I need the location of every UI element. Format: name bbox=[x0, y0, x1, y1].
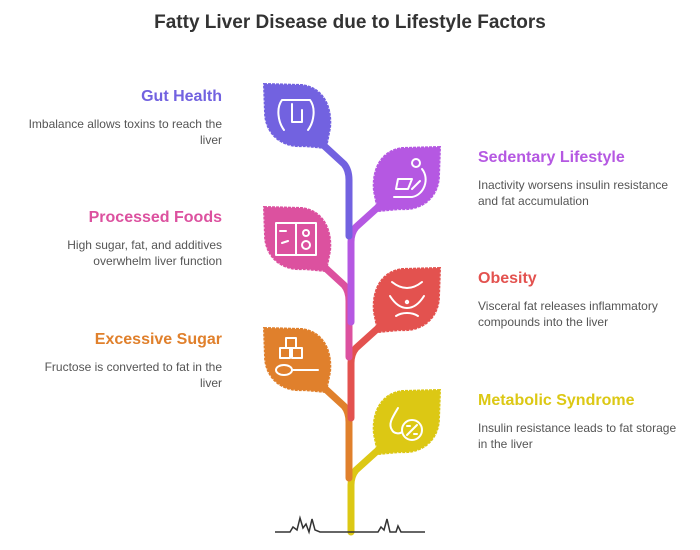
stem-gut bbox=[316, 138, 353, 240]
leaf-sedentary-lifestyle bbox=[372, 145, 442, 213]
packaged-food-icon bbox=[275, 222, 317, 256]
factor-title: Excessive Sugar bbox=[94, 331, 222, 348]
stem-metabolic bbox=[347, 439, 390, 536]
leaf-gut-health bbox=[262, 82, 332, 150]
intestine-icon bbox=[277, 99, 315, 131]
factor-description: Visceral fat releases inflammatory compo… bbox=[478, 299, 658, 329]
torso-belly-icon bbox=[389, 281, 425, 317]
factor-excessive-sugar: Excessive Sugar Fructose is converted to … bbox=[22, 331, 222, 391]
factor-title: Obesity bbox=[478, 270, 537, 287]
factor-metabolic-syndrome: Metabolic Syndrome Insulin resistance lea… bbox=[478, 392, 678, 452]
factor-title: Metabolic Syndrome bbox=[478, 392, 635, 409]
factor-description: Fructose is converted to fat in the live… bbox=[44, 360, 222, 390]
factor-description: Inactivity worsens insulin resistance an… bbox=[478, 178, 669, 208]
leaf-excessive-sugar bbox=[262, 326, 332, 394]
leaf-metabolic-syndrome bbox=[372, 388, 442, 456]
factor-sedentary-lifestyle: Sedentary Lifestyle Inactivity worsens in… bbox=[478, 149, 678, 209]
ground-grass bbox=[275, 515, 425, 535]
factor-description: Imbalance allows toxins to reach the liv… bbox=[28, 117, 222, 147]
stem-sugar bbox=[316, 380, 353, 482]
factor-description: Insulin resistance leads to fat storage … bbox=[478, 421, 677, 451]
person-reclining-laptop-icon bbox=[393, 158, 427, 198]
factor-title: Processed Foods bbox=[88, 209, 222, 226]
factor-gut-health: Gut Health Imbalance allows toxins to rea… bbox=[22, 88, 222, 148]
factor-title: Sedentary Lifestyle bbox=[478, 149, 625, 166]
drop-percent-icon bbox=[389, 407, 423, 441]
leaf-obesity bbox=[372, 266, 442, 334]
leaf-processed-foods bbox=[262, 205, 332, 273]
factor-description: High sugar, fat, and additives overwhelm… bbox=[67, 238, 222, 268]
factor-title: Gut Health bbox=[141, 88, 222, 105]
factor-obesity: Obesity Visceral fat releases inflammator… bbox=[478, 270, 678, 330]
sugar-cubes-spoon-icon bbox=[275, 337, 319, 376]
diagram-title: Fatty Liver Disease due to Lifestyle Fac… bbox=[154, 12, 546, 33]
factor-processed-foods: Processed Foods High sugar, fat, and addi… bbox=[22, 209, 222, 269]
